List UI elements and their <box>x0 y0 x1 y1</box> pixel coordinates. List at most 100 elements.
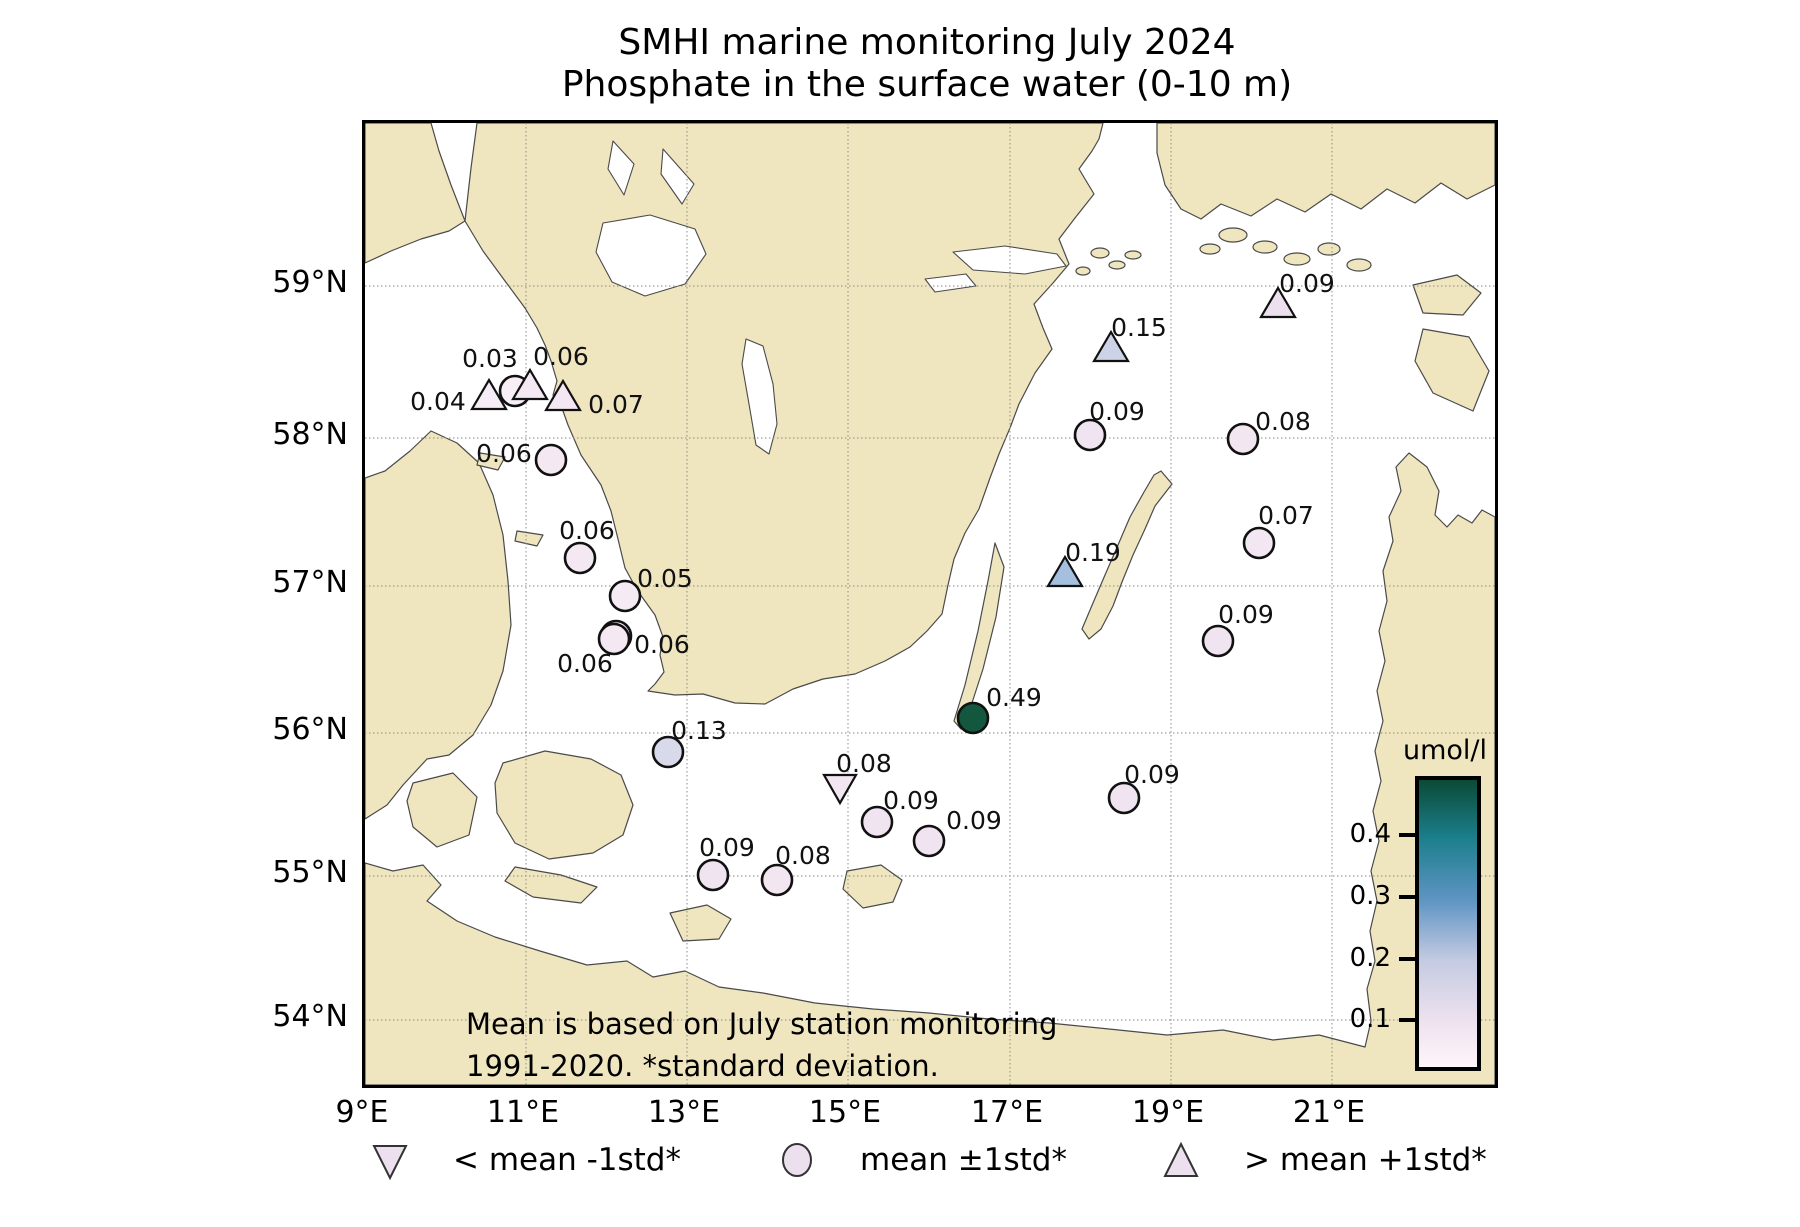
station-value-label: 0.06 <box>634 630 690 659</box>
y-tick-label-58°N: 58°N <box>272 417 348 452</box>
archipelago-island <box>1346 258 1372 272</box>
station-marker-triangle-up-0.19 <box>1046 554 1084 588</box>
map-panel: 0.03 0.04 0.06 0.07 0.06 0.06 0.05 0.06 0.06 0.13… <box>362 120 1498 1088</box>
lake-polygons <box>595 140 1067 455</box>
station-value-label: 0.09 <box>883 786 939 815</box>
x-tick-label-21°E: 21°E <box>1292 1095 1366 1130</box>
station-markers-svg: 0.03 0.04 0.06 0.07 0.06 0.06 0.05 0.06 0.06 0.13… <box>410 269 1335 897</box>
archipelago-island <box>1317 242 1341 256</box>
land-zealand <box>494 750 634 860</box>
station-marker-circle-0.09 <box>696 858 730 892</box>
land-norway <box>365 123 466 264</box>
station-value-label: 0.07 <box>1258 501 1314 530</box>
station-value-label: 0.08 <box>1255 407 1311 436</box>
annotation-line2: 1991-2020. *standard deviation. <box>466 1049 939 1083</box>
archipelago-island <box>1283 252 1311 266</box>
land-lolland-falster <box>504 866 598 904</box>
lake-streak <box>607 140 635 196</box>
land-finland-aland <box>1156 123 1495 220</box>
station-marker-circle-0.09 <box>1073 418 1107 452</box>
station-marker-triangle-down-0.08 <box>822 773 858 806</box>
station-value-label: 0.09 <box>946 806 1002 835</box>
colorbar-tick-label-0.2: 0.2 <box>1349 943 1391 973</box>
station-value-label: 0.09 <box>1089 397 1145 426</box>
station-marker-circle-0.09 <box>912 824 946 858</box>
archipelago-island <box>1090 247 1110 259</box>
land-funen <box>406 772 478 848</box>
legend-label-below-mean: < mean -1std* <box>453 1142 681 1178</box>
station-marker-circle-0.06 <box>534 443 568 477</box>
y-tick-label-55°N: 55°N <box>272 855 348 890</box>
archipelago-island <box>1075 266 1091 276</box>
island-laeso <box>476 452 506 471</box>
station-marker-circle-0.07 <box>1242 526 1276 560</box>
colorbar <box>1415 776 1481 1071</box>
station-marker-circle-0.09 <box>1107 781 1141 815</box>
station-marker-circle-0.08 <box>1226 422 1260 456</box>
station-value-label: 0.06 <box>559 516 615 545</box>
island-gotland <box>1081 470 1173 640</box>
lake-streak <box>660 148 695 205</box>
land-jutland <box>365 430 512 820</box>
page-title-line1: SMHI marine monitoring July 2024 <box>618 22 1236 63</box>
x-tick-label-13°E: 13°E <box>647 1095 721 1130</box>
colorbar-tick-mark <box>1399 833 1415 837</box>
graticule-gridlines <box>365 123 1495 1085</box>
archipelago-island <box>1252 240 1278 254</box>
island-saaremaa <box>1414 328 1490 412</box>
legend-entry-above-mean: > mean +1std* <box>1146 1130 1487 1190</box>
x-tick-label-11°E: 11°E <box>486 1095 560 1130</box>
triangle-down-icon <box>372 1145 408 1181</box>
station-value-label: 0.03 <box>462 344 518 373</box>
legend-label-mean: mean ±1std* <box>860 1142 1067 1178</box>
station-marker-circle-0.13 <box>651 735 685 769</box>
archipelago-island <box>1218 227 1248 243</box>
triangle-up-icon <box>1163 1141 1199 1177</box>
x-tick-label-15°E: 15°E <box>808 1095 882 1130</box>
circle-icon <box>782 1143 812 1177</box>
y-tick-label-59°N: 59°N <box>272 265 348 300</box>
station-value-label: 0.09 <box>1218 600 1274 629</box>
station-value-label: 0.15 <box>1111 313 1167 342</box>
x-tick-label-19°E: 19°E <box>1131 1095 1205 1130</box>
colorbar-tick-mark <box>1399 895 1415 899</box>
island-ruegen <box>669 904 732 942</box>
station-value-label: 0.06 <box>557 649 613 678</box>
station-value-label: 0.09 <box>1124 760 1180 789</box>
land-south-baltic-coast <box>365 452 1495 1085</box>
colorbar-tick-label-0.1: 0.1 <box>1349 1004 1391 1034</box>
station-marker-triangle-up-0.07 <box>544 378 582 412</box>
station-value-label: 0.06 <box>476 439 532 468</box>
archipelago-island <box>1108 260 1126 270</box>
island-hiiumaa <box>1412 274 1482 316</box>
y-tick-label-54°N: 54°N <box>272 999 348 1034</box>
station-marker-triangle-up-0.04 <box>470 377 508 411</box>
station-marker-triangle-up-0.09 <box>1259 285 1297 319</box>
legend-label-above-mean: > mean +1std* <box>1244 1142 1487 1178</box>
station-marker-circle-0.49 <box>956 701 990 735</box>
station-value-label: 0.09 <box>1279 269 1335 298</box>
station-value-label: 0.08 <box>775 841 831 870</box>
legend-entry-below-mean: < mean -1std* <box>355 1130 681 1190</box>
station-value-label: 0.13 <box>671 716 727 745</box>
station-marker-circle-0.08 <box>760 863 794 897</box>
station-marker-circle-0.09 <box>1201 624 1235 658</box>
map-annotation: Mean is based on July station monitoring… <box>466 1003 1057 1087</box>
lake-vattern <box>741 338 778 455</box>
station-marker-circle-0.06 <box>597 622 631 656</box>
colorbar-title: umol/l <box>1402 735 1488 766</box>
station-value-label: 0.49 <box>986 683 1042 712</box>
station-value-label: 0.19 <box>1065 538 1121 567</box>
legend-entry-mean: mean ±1std* <box>762 1130 1067 1190</box>
page-title-line2: Phosphate in the surface water (0-10 m) <box>561 64 1293 105</box>
station-value-label: 0.07 <box>588 390 644 419</box>
annotation-line1: Mean is based on July station monitoring <box>466 1007 1058 1041</box>
station-value-label: 0.06 <box>533 342 589 371</box>
x-tick-label-9°E: 9°E <box>335 1095 389 1130</box>
colorbar-tick-label-0.3: 0.3 <box>1349 881 1391 911</box>
x-tick-label-17°E: 17°E <box>970 1095 1044 1130</box>
colorbar-tick-mark <box>1399 1018 1415 1022</box>
colorbar-tick-mark <box>1399 957 1415 961</box>
station-value-label: 0.05 <box>637 564 693 593</box>
